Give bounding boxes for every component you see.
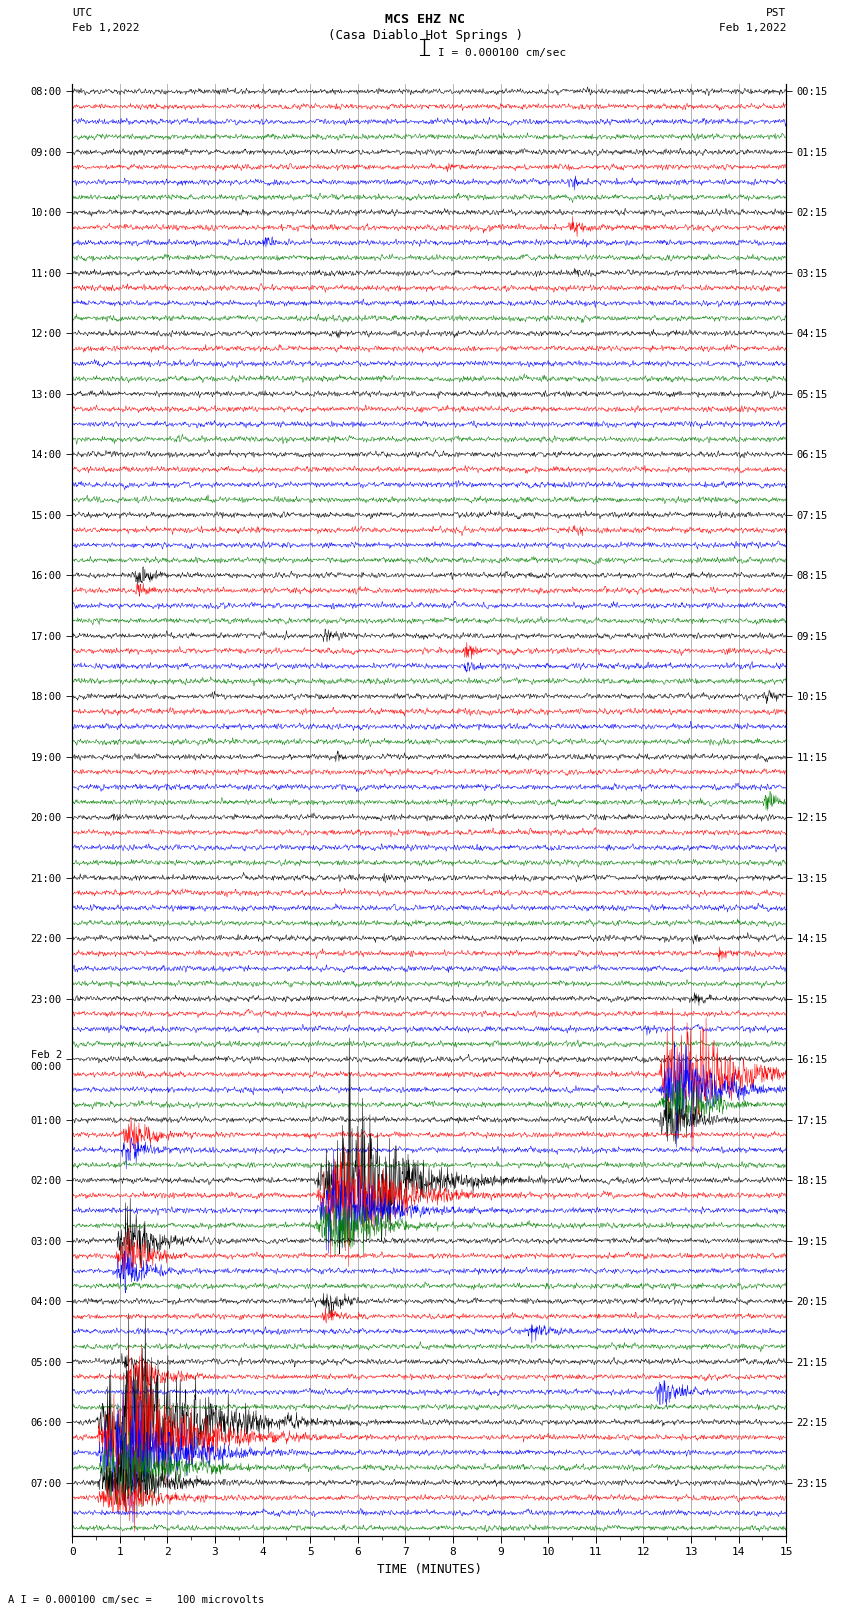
Text: A I = 0.000100 cm/sec =    100 microvolts: A I = 0.000100 cm/sec = 100 microvolts — [8, 1595, 264, 1605]
Text: I = 0.000100 cm/sec: I = 0.000100 cm/sec — [438, 48, 566, 58]
Text: MCS EHZ NC: MCS EHZ NC — [385, 13, 465, 26]
Text: (Casa Diablo Hot Springs ): (Casa Diablo Hot Springs ) — [327, 29, 523, 42]
Text: PST: PST — [766, 8, 786, 18]
Text: Feb 1,2022: Feb 1,2022 — [72, 23, 139, 32]
X-axis label: TIME (MINUTES): TIME (MINUTES) — [377, 1563, 482, 1576]
Text: UTC: UTC — [72, 8, 93, 18]
Text: Feb 1,2022: Feb 1,2022 — [719, 23, 786, 32]
